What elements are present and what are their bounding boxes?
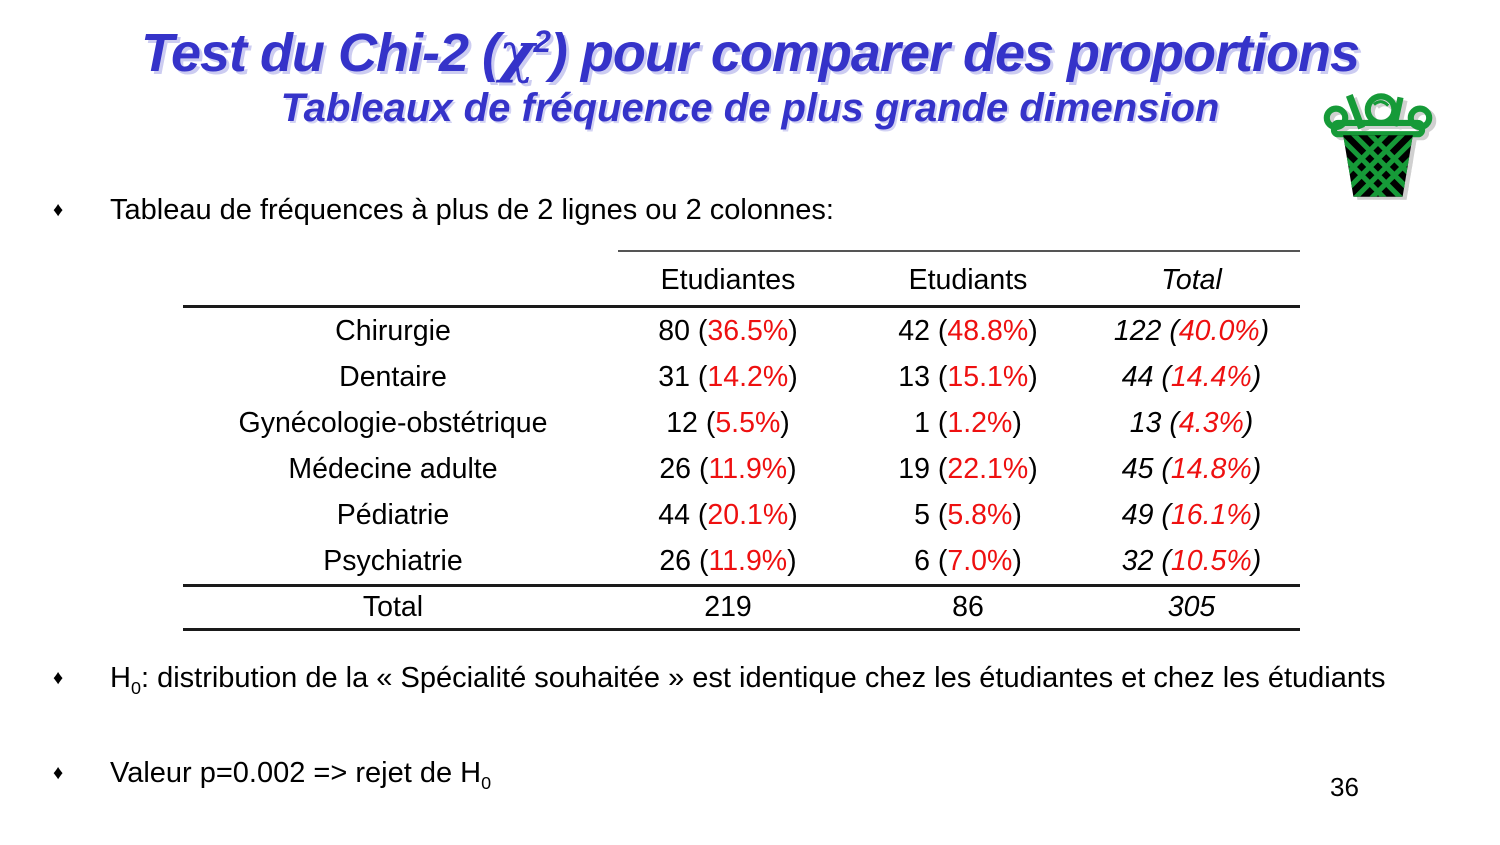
row-label: Pédiatrie [336,498,450,531]
table-row: Dentaire 31 (14.2%) 13 (15.1%) 44 (14.4%… [183,354,1300,400]
row-label: Psychiatrie [323,544,463,577]
table-row: Psychiatrie 26 (11.9%) 6 (7.0%) 32 (10.5… [183,538,1300,584]
cell-etudiants: 19 (22.1%) [898,452,1038,485]
cell-etudiants: 13 (15.1%) [898,360,1038,393]
cell-etudiantes: 44 (20.1%) [658,498,798,531]
table-total-row: Total 219 86 305 [183,586,1300,628]
cell-etudiants: 6 (7.0%) [914,544,1022,577]
cell-total: 49 (16.1%) [1121,498,1262,531]
table-bottom-rule [183,628,1300,631]
table-header-rule [183,305,1300,308]
column-header-etudiants: Etudiants [908,263,1028,296]
page-number: 36 [1330,772,1359,802]
row-label: Chirurgie [335,314,451,347]
cell-etudiantes: 26 (11.9%) [659,544,797,577]
title-text-pre: Test du Chi-2 ( [140,23,500,83]
table-pretotal-rule [183,584,1300,587]
chi-symbol: χ [498,20,535,84]
cell-total: 32 (10.5%) [1121,544,1262,577]
total-overall: 305 [1167,590,1216,623]
total-etudiantes: 219 [704,590,752,623]
bullet-pvalue-text: Valeur p=0.002 => rejet de H0 [110,757,492,793]
table-top-rule [618,250,1300,252]
h0-subscript: 0 [130,677,141,698]
title-text-post: ) pour comparer des proportions [549,23,1360,83]
table-row: Gynécologie-obstétrique 12 (5.5%) 1 (1.2… [183,400,1300,446]
table-row: Pédiatrie 44 (20.1%) 5 (5.8%) 49 (16.1%) [183,492,1300,538]
cell-etudiants: 1 (1.2%) [914,406,1022,439]
bullet-intro: ♦ Tableau de fréquences à plus de 2 lign… [53,192,834,229]
diamond-bullet-icon: ♦ [53,199,64,221]
diamond-bullet-icon: ♦ [53,762,64,784]
cell-total: 45 (14.8%) [1121,452,1262,485]
frequency-table: Etudiantes Etudiants Total Chirurgie 80 … [183,250,1300,631]
table-row: Médecine adulte 26 (11.9%) 19 (22.1%) 45… [183,446,1300,492]
cell-total: 44 (14.4%) [1121,360,1262,393]
wastebasket-icon [1323,93,1433,197]
page-title: Test du Chi-2 (χ2) pour comparer des pro… [0,20,1500,84]
row-label: Médecine adulte [288,452,498,485]
bullet-intro-text: Tableau de fréquences à plus de 2 lignes… [110,194,834,226]
cell-etudiantes: 31 (14.2%) [658,360,798,393]
bullet-h0-text: H0: distribution de la « Spécialité souh… [110,662,1386,698]
column-header-total: Total [1161,263,1222,296]
cell-etudiantes: 80 (36.5%) [658,314,798,347]
row-label: Dentaire [339,360,447,393]
cell-total: 122 (40.0%) [1113,314,1270,347]
page-subtitle: Tableaux de fréquence de plus grande dim… [280,86,1220,130]
cell-etudiants: 42 (48.8%) [898,314,1038,347]
column-header-etudiantes: Etudiantes [660,263,796,296]
cell-total: 13 (4.3%) [1129,406,1254,439]
total-row-label: Total [362,590,424,623]
cell-etudiantes: 12 (5.5%) [666,406,790,439]
table-row: Chirurgie 80 (36.5%) 42 (48.8%) 122 (40.… [183,308,1300,354]
row-label: Gynécologie-obstétrique [238,406,548,439]
h0-subscript: 0 [481,772,492,793]
table-header-row: Etudiantes Etudiants Total [183,256,1300,304]
table-body: Chirurgie 80 (36.5%) 42 (48.8%) 122 (40.… [183,308,1300,584]
total-etudiants: 86 [952,590,984,623]
chi-exponent: 2 [533,24,551,59]
cell-etudiantes: 26 (11.9%) [659,452,797,485]
cell-etudiants: 5 (5.8%) [914,498,1022,531]
diamond-bullet-icon: ♦ [53,667,64,689]
bullet-h0: ♦ H0: distribution de la « Spécialité so… [53,660,1480,697]
bullet-pvalue: ♦ Valeur p=0.002 => rejet de H0 [53,755,491,792]
